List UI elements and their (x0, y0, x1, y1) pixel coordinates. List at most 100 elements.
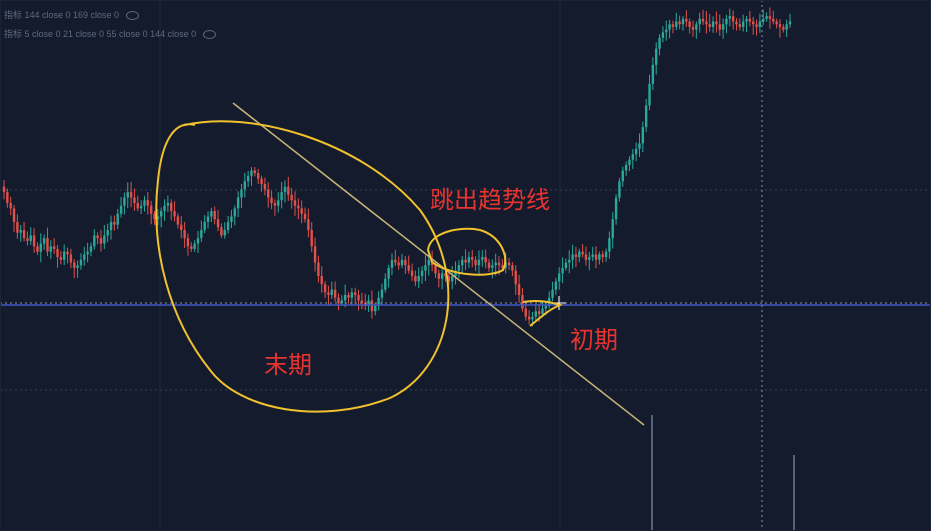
candle-body (280, 192, 283, 201)
candle-body (568, 259, 571, 263)
candle-body (527, 316, 531, 320)
candle-body (614, 197, 618, 220)
candle-body (454, 270, 457, 277)
candle-body (420, 270, 424, 277)
candle-body (715, 21, 718, 25)
candle-body (427, 259, 430, 266)
candle-body (517, 284, 521, 296)
indicator-legend-1: 指标 144 close 0 169 close 0 (4, 8, 139, 21)
candle-body (484, 257, 487, 263)
candle-body (701, 18, 705, 22)
candle-body (79, 259, 83, 266)
candle-body (558, 273, 561, 282)
candle-body (210, 211, 213, 217)
eye-icon[interactable] (125, 11, 139, 21)
candle-body (698, 18, 701, 25)
candle-body (109, 221, 113, 231)
candle-body (136, 202, 139, 209)
candle-body (290, 194, 293, 201)
candle-body (752, 21, 755, 25)
candle-body (671, 24, 675, 27)
annotation-breakout: 跳出趋势线 (430, 187, 550, 214)
candle-body (223, 230, 226, 236)
candle-body (511, 265, 514, 271)
candle-body (350, 292, 354, 298)
candle-body (343, 295, 347, 301)
candle-body (651, 64, 655, 84)
candle-body (153, 213, 156, 220)
candle-body (394, 259, 397, 263)
candle-body (243, 181, 247, 190)
candle-body (437, 273, 441, 279)
candle-body (688, 21, 691, 27)
candle-body (52, 246, 56, 249)
candle-body (494, 262, 497, 266)
candle-body (183, 230, 186, 239)
candle-body (785, 24, 788, 30)
candle-body (655, 48, 658, 65)
candle-body (564, 262, 568, 268)
eye-icon[interactable] (202, 30, 216, 40)
candle-body (390, 259, 394, 268)
candle-body (440, 273, 444, 279)
candle-body (561, 267, 564, 274)
indicator-legend-2-text: 指标 5 close 0 21 close 0 55 close 0 144 c… (4, 29, 197, 39)
candle-body (367, 300, 370, 306)
candle-body (200, 230, 203, 239)
indicator-legend-2: 指标 5 close 0 21 close 0 55 close 0 144 c… (4, 27, 216, 40)
candle-body (404, 259, 407, 266)
candle-body (180, 224, 183, 231)
candle-body (103, 235, 106, 244)
candle-body (76, 265, 79, 268)
candle-body (638, 143, 641, 149)
candle-body (327, 292, 330, 296)
candle-body (9, 202, 12, 209)
candle-body (628, 159, 631, 166)
candle-body (89, 246, 93, 252)
candle-body (273, 202, 277, 206)
candle-body (86, 251, 89, 255)
candle-body (220, 227, 223, 236)
candle-body (29, 235, 32, 241)
candle-body (584, 254, 588, 260)
candle-body (119, 205, 123, 214)
candle-body (601, 254, 604, 258)
candle-body (457, 265, 461, 271)
candle-body (83, 254, 86, 260)
candle-body (186, 238, 190, 247)
candle-body (658, 37, 661, 49)
candle-body (581, 251, 584, 255)
candle-body (765, 16, 768, 19)
annotation-late: 末期 (264, 352, 312, 379)
candle-body (417, 276, 420, 282)
candle-body (113, 221, 116, 225)
candle-body (317, 262, 320, 277)
candle-body (410, 270, 414, 277)
candle-body (374, 305, 377, 312)
candle-body (521, 295, 524, 309)
candle-body (69, 254, 73, 263)
candle-body (768, 16, 772, 19)
candle-body (133, 197, 136, 203)
candle-body (578, 251, 581, 258)
highlight-ellipse-late (155, 120, 450, 413)
candle-body (146, 200, 150, 206)
candle-body (514, 270, 517, 285)
candle-body (501, 265, 504, 268)
candle-body (160, 211, 163, 217)
candle-body (782, 26, 785, 30)
candle-body (624, 165, 628, 171)
candle-body (665, 29, 668, 33)
candle-body (240, 189, 243, 198)
candle-body (6, 192, 9, 203)
candle-body (471, 257, 474, 260)
candle-body (705, 21, 708, 25)
candle-body (741, 21, 745, 27)
candle-body (788, 21, 792, 25)
candle-body (173, 211, 176, 217)
candle-body (758, 21, 762, 27)
candle-body (370, 300, 374, 312)
candle-body (287, 186, 290, 195)
